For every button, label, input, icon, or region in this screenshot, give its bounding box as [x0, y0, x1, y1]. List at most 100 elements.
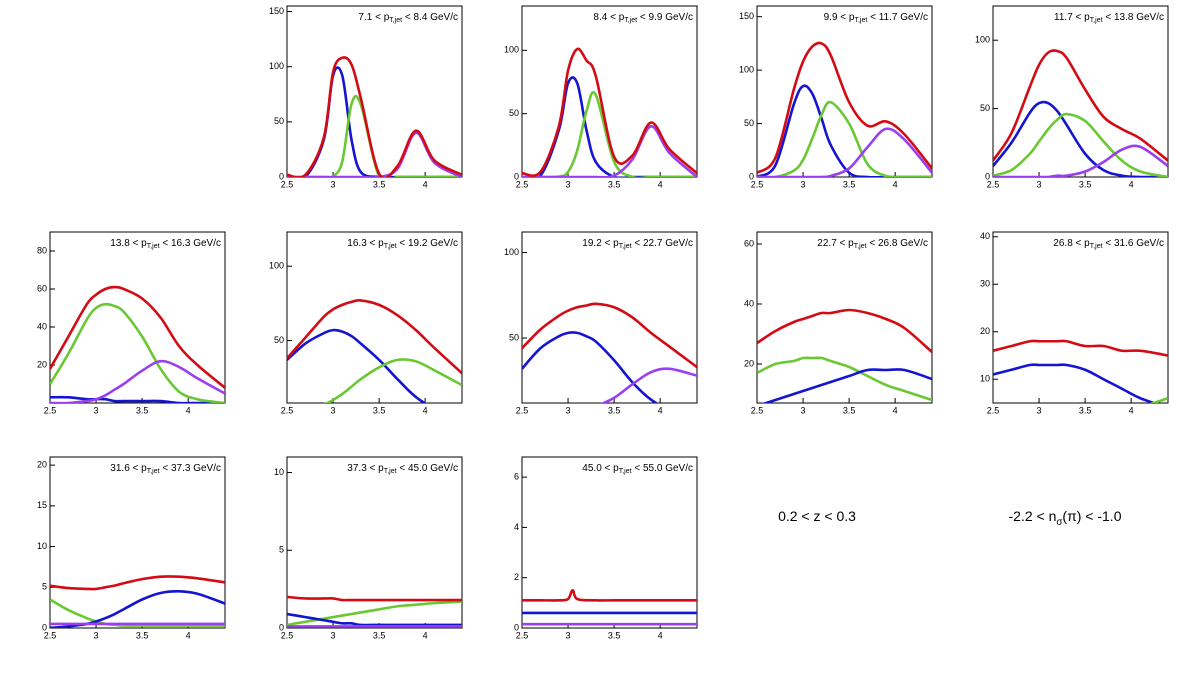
x-tick-label: 3 [566, 405, 571, 415]
text-part: 13.8 < p [110, 238, 147, 249]
plot-frame [286, 231, 463, 404]
x-tick-label: 2.5 [44, 630, 57, 640]
text-part: 0.2 < z < 0.3 [778, 508, 856, 524]
fit-curve [522, 47, 697, 177]
fit-curve [600, 367, 697, 403]
text-part: 11.7 < p [1054, 12, 1090, 23]
text-part: T,jet [619, 468, 632, 475]
y-tick-label: 150 [739, 11, 754, 21]
text-part: 8.4 < p [593, 12, 624, 23]
plot-frame [756, 231, 933, 404]
text-part: T,jet [389, 17, 402, 24]
x-tick-label: 3.5 [373, 630, 386, 640]
fit-curve [50, 359, 225, 403]
y-tick-label: 60 [37, 283, 47, 293]
x-tick-label: 3 [94, 630, 99, 640]
x-tick-label: 4 [1129, 179, 1134, 189]
y-tick-label: 50 [274, 116, 284, 126]
x-tick-label: 3 [331, 405, 336, 415]
text-part: T,jet [854, 243, 867, 250]
y-tick-label: 100 [269, 261, 284, 271]
y-tick-label: 0 [514, 171, 519, 181]
text-part: T,jet [1090, 243, 1103, 250]
plot-frame [49, 456, 226, 629]
x-tick-label: 3 [331, 179, 336, 189]
x-tick-label: 2.5 [44, 405, 57, 415]
plot-frame [992, 231, 1169, 404]
x-tick-label: 3.5 [608, 179, 621, 189]
panel: 2.5 3 3.5 4 50 100 16.3 < pT,jet < 19.2 GeV/c [269, 231, 463, 415]
text-part: 16.3 < p [347, 238, 384, 249]
panel: 2.5 3 3.5 4 0 50 100 150 9.9 < pT,jet < 11.7 GeV… [739, 5, 933, 189]
y-tick-label: 0 [42, 622, 47, 632]
text-part: T,jet [147, 243, 160, 250]
text-part: < 22.7 GeV/c [632, 238, 693, 249]
x-tick-label: 2.5 [281, 630, 294, 640]
x-tick-label: 3 [1037, 405, 1042, 415]
panel: 2.5 3 3.5 4 20 40 60 80 13.8 < pT,jet < 16.3 GeV… [37, 231, 226, 415]
plot-frame [992, 5, 1169, 178]
text-part: 9.9 < p [824, 12, 855, 23]
panel: 2.5 3 3.5 4 0 50 100 8.4 < pT,jet < 9.9 GeV/c [504, 5, 698, 189]
y-tick-label: 15 [37, 500, 47, 510]
x-tick-label: 2.5 [516, 630, 529, 640]
y-tick-label: 40 [980, 231, 990, 241]
x-tick-label: 2.5 [751, 405, 764, 415]
x-tick-label: 2.5 [751, 179, 764, 189]
fit-curve [993, 49, 1168, 162]
text-part: T,jet [624, 17, 637, 24]
x-tick-label: 3 [801, 405, 806, 415]
x-tick-label: 2.5 [516, 179, 529, 189]
y-tick-label: 20 [980, 326, 990, 336]
panel: 2.5 3 3.5 4 10 20 30 40 26.8 < pT,jet < 31.6 GeV… [980, 231, 1169, 415]
text-part: T,jet [854, 17, 867, 24]
panel-title: 31.6 < pT,jet < 37.3 GeV/c [110, 463, 221, 476]
fit-curve [287, 94, 462, 177]
x-tick-label: 3 [801, 179, 806, 189]
y-tick-label: 50 [509, 332, 519, 342]
text-part: T,jet [384, 243, 397, 250]
panel: 2.5 3 3.5 4 0 50 100 11.7 < pT,jet < 13.8 GeV/c [975, 5, 1169, 189]
fit-curve [287, 612, 462, 627]
fit-curve [287, 131, 462, 177]
fit-curve [287, 56, 462, 177]
x-tick-label: 3.5 [136, 630, 149, 640]
y-tick-label: 50 [744, 118, 754, 128]
text-part: T,jet [1090, 17, 1103, 24]
x-tick-label: 4 [658, 179, 663, 189]
plot-frame [521, 456, 698, 629]
y-tick-label: 20 [37, 460, 47, 470]
fit-curve [762, 368, 932, 403]
y-tick-label: 0 [514, 622, 519, 632]
fit-curve [287, 595, 462, 602]
x-tick-label: 3.5 [608, 405, 621, 415]
y-tick-label: 100 [269, 61, 284, 71]
fit-curve [757, 308, 932, 353]
panel-title: 13.8 < pT,jet < 16.3 GeV/c [110, 238, 221, 251]
panel-title: 22.7 < pT,jet < 26.8 GeV/c [817, 238, 928, 251]
y-tick-label: 50 [509, 108, 519, 118]
text-part: < 11.7 GeV/c [867, 12, 928, 23]
y-tick-label: 20 [744, 358, 754, 368]
fit-curve [757, 100, 932, 177]
panel: 2.5 3 3.5 4 20 40 60 22.7 < pT,jet < 26.8 GeV/c [744, 231, 933, 415]
fit-curve [50, 285, 225, 389]
y-tick-label: 80 [37, 245, 47, 255]
plot-frame [521, 231, 698, 404]
y-tick-label: 100 [975, 35, 990, 45]
y-tick-label: 5 [279, 545, 284, 555]
y-tick-label: 0 [279, 171, 284, 181]
y-tick-label: 30 [980, 279, 990, 289]
fit-curve [287, 328, 428, 403]
text-part: < 13.8 GeV/c [1103, 12, 1164, 23]
x-tick-label: 4 [658, 630, 663, 640]
y-tick-label: 100 [504, 247, 519, 257]
text-part: < 16.3 GeV/c [160, 238, 221, 249]
y-tick-label: 40 [744, 298, 754, 308]
y-tick-label: 20 [37, 359, 47, 369]
y-tick-label: 100 [739, 65, 754, 75]
fit-curve [50, 395, 225, 403]
text-part: 7.1 < p [358, 12, 389, 23]
x-tick-label: 4 [423, 179, 428, 189]
text-part: 22.7 < p [817, 238, 854, 249]
